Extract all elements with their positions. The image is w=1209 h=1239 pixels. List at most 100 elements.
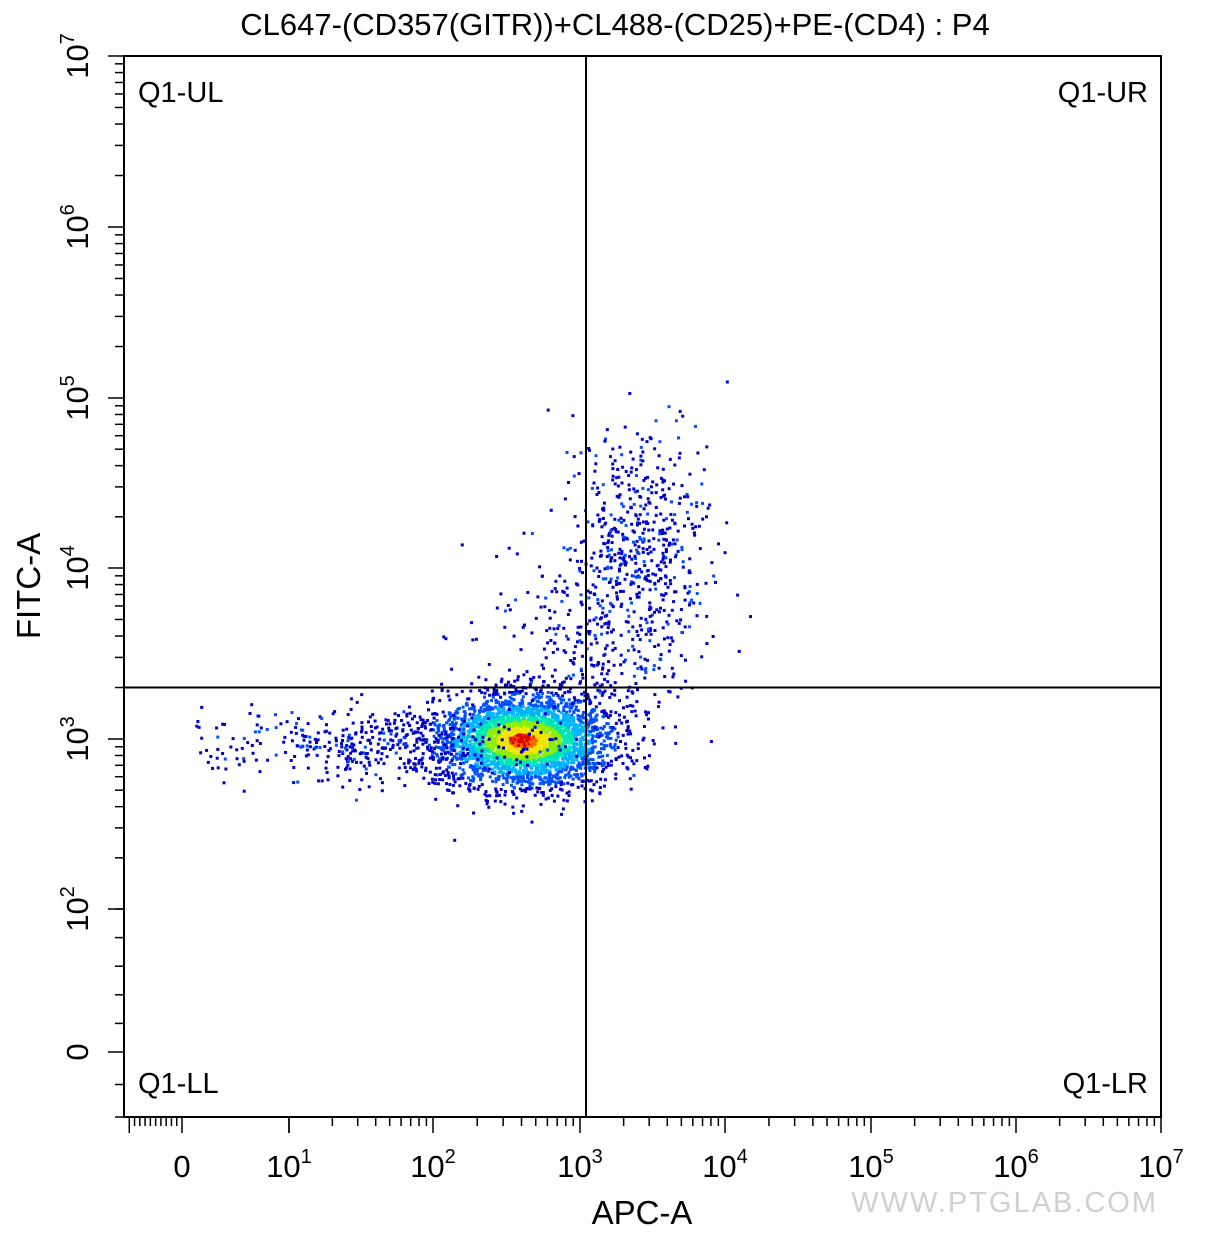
event-dot <box>562 765 566 769</box>
event-dot <box>556 647 560 651</box>
event-dot <box>646 512 650 516</box>
event-dot <box>576 583 580 587</box>
event-dot <box>667 613 671 617</box>
event-dot <box>622 715 626 719</box>
event-dot <box>690 522 694 526</box>
event-dot <box>229 745 233 749</box>
event-dot <box>522 764 526 768</box>
event-dot <box>454 710 458 713</box>
event-dot <box>505 702 509 706</box>
event-dot <box>379 757 383 761</box>
event-dot <box>580 559 583 563</box>
event-dot <box>538 565 542 569</box>
event-dot <box>486 711 490 715</box>
event-dot <box>588 733 592 737</box>
event-dot <box>616 484 620 488</box>
event-dot <box>445 768 449 772</box>
event-dot <box>635 569 639 573</box>
event-dot <box>521 695 525 699</box>
event-dot <box>606 541 610 545</box>
event-dot <box>524 707 528 711</box>
event-dot <box>613 647 617 650</box>
event-dot <box>553 610 557 614</box>
event-dot <box>431 712 435 716</box>
event-dot <box>502 720 505 724</box>
event-dot <box>426 700 429 704</box>
event-dot <box>497 710 501 714</box>
event-dot <box>464 739 468 743</box>
event-dot <box>435 752 439 756</box>
event-dot <box>622 538 625 542</box>
event-dot <box>609 759 613 763</box>
event-dot <box>274 726 278 730</box>
event-dot <box>560 729 564 732</box>
event-dot <box>578 740 582 744</box>
event-dot <box>588 714 592 717</box>
event-dot <box>533 775 537 779</box>
event-dot <box>571 767 575 771</box>
event-dot <box>664 550 668 553</box>
event-dot <box>649 632 653 636</box>
event-dot <box>538 735 542 739</box>
event-dot <box>400 719 404 722</box>
event-dot <box>487 767 491 771</box>
event-dot <box>613 681 617 685</box>
event-dot <box>572 455 576 459</box>
event-dot <box>266 758 270 762</box>
event-dot <box>567 750 571 754</box>
event-dot <box>505 737 509 741</box>
event-dot <box>629 450 633 454</box>
event-dot <box>646 568 650 572</box>
event-dot <box>566 736 570 740</box>
event-dot <box>680 484 684 488</box>
event-dot <box>551 715 554 718</box>
event-dot <box>569 765 573 769</box>
event-dot <box>431 700 435 704</box>
event-dot <box>386 742 390 746</box>
event-dot <box>458 706 461 710</box>
event-dot <box>635 759 639 763</box>
event-dot <box>521 727 525 731</box>
event-dot <box>620 552 624 556</box>
event-dot <box>572 727 575 731</box>
event-dot <box>350 736 354 740</box>
event-dot <box>611 605 615 609</box>
event-dot <box>546 713 550 717</box>
event-dot <box>547 699 551 702</box>
x-tick-label: 107 <box>1138 1146 1184 1184</box>
event-dot <box>479 776 483 780</box>
event-dot <box>566 723 570 727</box>
event-dot <box>426 745 429 749</box>
event-dot <box>605 428 609 432</box>
event-dot <box>530 718 534 722</box>
event-dot <box>628 392 632 395</box>
event-dot <box>476 757 480 761</box>
event-dot <box>604 437 607 441</box>
event-dot <box>605 644 609 648</box>
event-dot <box>431 780 435 784</box>
event-dot <box>477 784 481 788</box>
event-dot <box>491 722 495 726</box>
event-dot <box>649 485 653 489</box>
event-dot <box>528 781 532 785</box>
event-dot <box>364 767 368 771</box>
event-dot <box>348 745 352 749</box>
event-dot <box>668 541 672 545</box>
event-dot <box>468 747 472 751</box>
event-dot <box>533 711 536 715</box>
event-dot <box>545 756 549 759</box>
event-dot <box>447 765 451 769</box>
event-dot <box>493 737 497 741</box>
event-dot <box>196 720 200 723</box>
event-dot <box>326 778 330 782</box>
event-dot <box>651 572 655 576</box>
event-dot <box>481 740 485 744</box>
event-dot <box>494 701 498 705</box>
event-dot <box>483 707 487 711</box>
event-dot <box>568 558 572 562</box>
event-dot <box>579 766 583 770</box>
event-dot <box>399 738 403 742</box>
event-dot <box>397 714 400 717</box>
event-dot <box>565 451 569 454</box>
event-dot <box>542 666 545 670</box>
